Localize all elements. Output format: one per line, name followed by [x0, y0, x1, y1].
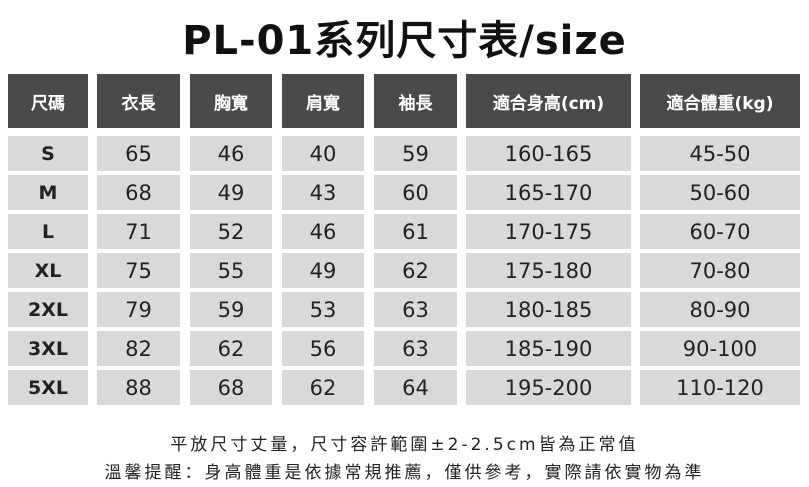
table-cell: 45-50 — [640, 136, 800, 171]
table-cell: 80-90 — [640, 292, 800, 327]
table-cell: 180-185 — [466, 292, 631, 327]
table-cell: 82 — [97, 331, 180, 366]
table-cell: 160-165 — [466, 136, 631, 171]
table-cell: 50-60 — [640, 175, 800, 210]
table-cell: 63 — [374, 292, 457, 327]
table-cell: 185-190 — [466, 331, 631, 366]
size-label: XL — [8, 253, 88, 288]
table-cell: 61 — [374, 214, 457, 249]
table-cell: 59 — [374, 136, 457, 171]
table-cell: 170-175 — [466, 214, 631, 249]
table-cell: 49 — [282, 253, 364, 288]
table-cell: 71 — [97, 214, 180, 249]
table-cell: 60 — [374, 175, 457, 210]
column-header: 袖長 — [374, 74, 457, 128]
size-label: 2XL — [8, 292, 88, 327]
table-cell: 79 — [97, 292, 180, 327]
table-cell: 70-80 — [640, 253, 800, 288]
table-cell: 49 — [190, 175, 272, 210]
column-header: 衣長 — [97, 74, 180, 128]
table-cell: 165-170 — [466, 175, 631, 210]
table-cell: 59 — [190, 292, 272, 327]
column-header: 尺碼 — [8, 74, 88, 128]
table-cell: 62 — [282, 370, 364, 405]
table-cell: 75 — [97, 253, 180, 288]
size-label: S — [8, 136, 88, 171]
table-cell: 46 — [282, 214, 364, 249]
size-label: M — [8, 175, 88, 210]
table-cell: 53 — [282, 292, 364, 327]
note: 溫馨提醒：身高體重是依據常規推薦，僅供參考，實際請依實物為準 — [104, 463, 705, 483]
table-cell: 60-70 — [640, 214, 800, 249]
table-cell: 195-200 — [466, 370, 631, 405]
column-header: 適合身高(cm) — [466, 74, 631, 128]
table-cell: 46 — [190, 136, 272, 171]
table-cell: 55 — [190, 253, 272, 288]
table-cell: 43 — [282, 175, 364, 210]
column-header: 肩寬 — [282, 74, 364, 128]
table-cell: 65 — [97, 136, 180, 171]
size-label: 5XL — [8, 370, 88, 405]
table-cell: 68 — [97, 175, 180, 210]
table-cell: 62 — [190, 331, 272, 366]
table-cell: 88 — [97, 370, 180, 405]
title: PL-01系列尺寸表/size — [182, 18, 627, 64]
table-cell: 68 — [190, 370, 272, 405]
note: 平放尺寸丈量，尺寸容許範圍±2-2.5cm皆為正常值 — [170, 435, 639, 455]
column-header: 適合體重(kg) — [640, 74, 800, 128]
table-cell: 90-100 — [640, 331, 800, 366]
column-header: 胸寬 — [190, 74, 272, 128]
size-label: L — [8, 214, 88, 249]
size-label: 3XL — [8, 331, 88, 366]
table-cell: 52 — [190, 214, 272, 249]
table-cell: 64 — [374, 370, 457, 405]
table-cell: 56 — [282, 331, 364, 366]
table-cell: 110-120 — [640, 370, 800, 405]
table-cell: 63 — [374, 331, 457, 366]
table-cell: 62 — [374, 253, 457, 288]
table-cell: 40 — [282, 136, 364, 171]
table-cell: 175-180 — [466, 253, 631, 288]
